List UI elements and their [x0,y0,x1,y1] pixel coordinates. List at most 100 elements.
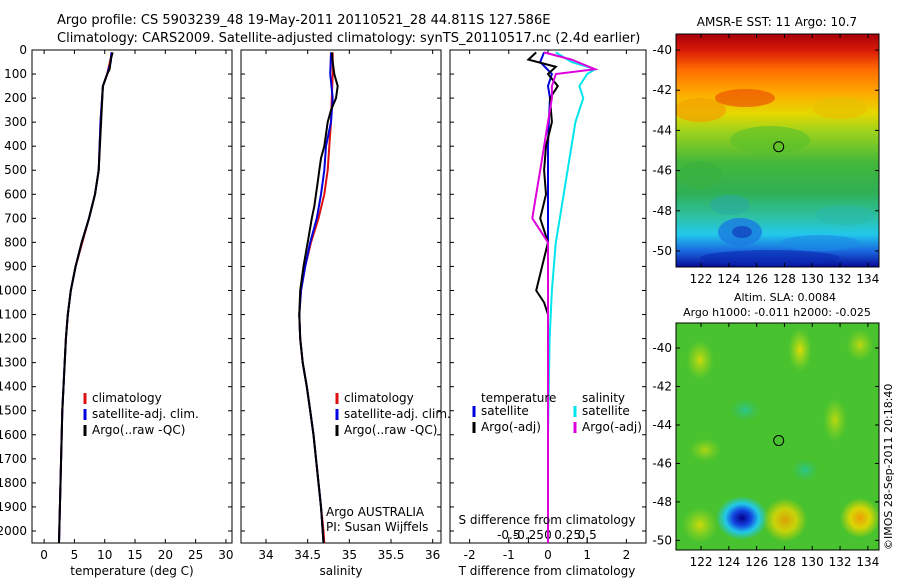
x-tick-label: 30 [218,548,233,562]
depth-tick-label: 400 [4,139,27,153]
depth-tick-label: 800 [4,235,27,249]
lat-tick-label: -50 [652,533,672,547]
s-tick-label: -0.5 [497,528,520,542]
pi-label: PI: Susan Wijffels [326,520,428,534]
salinity-lines [298,52,339,544]
legend-title-temperature: temperature [481,391,556,405]
lat-tick-label: -44 [652,123,672,137]
depth-tick-label: 900 [4,259,27,273]
salinity-legend: climatology satellite-adj. clim. Argo(..… [335,391,451,437]
header-line2: Climatology: CARS2009. Satellite-adjuste… [57,31,640,46]
legend-label-temp-argo: Argo(-adj) [481,420,541,434]
header-line1: Argo profile: CS 5903239_48 19-May-2011 … [57,13,550,28]
x-tick-label: 2 [623,548,631,562]
legend-title-salinity: salinity [582,391,625,405]
sla-heatmap [676,323,879,550]
sla-axes: 122 124 126 128 130 132 134 -40 -42 -44 -46 -48 -50 [652,323,879,569]
depth-tick-label: 500 [4,163,27,177]
lon-tick-label: 132 [829,555,852,569]
x-tick-label: 25 [188,548,203,562]
lat-tick-label: -42 [652,83,672,97]
series-line-argo-raw-qc- [298,52,339,544]
s-difference-label: S difference from climatology [459,513,636,527]
lat-tick-label: -50 [652,244,672,258]
lon-tick-label: 128 [773,272,796,286]
difference-legend: temperature salinity satellite Argo(-adj… [472,391,642,434]
lat-tick-label: -46 [652,456,672,470]
lon-tick-label: 126 [745,555,768,569]
t-difference-xlabel: T difference from climatology [458,564,636,578]
argo-location-marker [773,435,785,447]
s-tick-label: -0.25 [513,528,544,542]
temperature-xlabel: temperature (deg C) [70,564,193,578]
temperature-legend: climatology satellite-adj. clim. Argo(..… [83,391,199,437]
x-tick-label: -2 [464,548,476,562]
sst-axes: 122 124 126 128 130 132 134 -40 -42 -44 -46 -48 -50 [652,34,879,286]
sla-subtitle: Argo h1000: -0.011 h2000: -0.025 [683,306,871,319]
legend-label-argo: Argo(..raw -QC) [92,423,185,437]
s-tick-label: 0.5 [578,528,597,542]
legend-label-climatology: climatology [92,391,162,405]
legend-label-argo: Argo(..raw -QC) [344,423,437,437]
legend-label-satellite: satellite-adj. clim. [344,407,451,421]
depth-tick-label: 1700 [0,452,27,466]
depth-tick-label: 1900 [0,500,27,514]
x-tick-label: 10 [97,548,112,562]
legend-label-climatology: climatology [344,391,414,405]
depth-tick-label: 2000 [0,524,27,538]
x-tick-label: 20 [158,548,173,562]
temperature-plot-area [31,49,233,544]
sst-heatmap [676,34,879,267]
lon-tick-label: 134 [856,555,879,569]
difference-lines [526,51,599,543]
x-tick-label: 34 [258,548,273,562]
depth-tick-label: 1200 [0,332,27,346]
lat-tick-label: -44 [652,418,672,432]
x-tick-label: 35 [342,548,357,562]
series-line-salinity-argo-adj- [531,51,599,543]
depth-tick-label: 1300 [0,356,27,370]
lat-tick-label: -42 [652,379,672,393]
salinity-xlabel: salinity [319,564,362,578]
depth-tick-label: 600 [4,187,27,201]
depth-tick-label: 200 [4,91,27,105]
legend-label-sal-satellite: satellite [582,404,630,418]
depth-tick-label: 1000 [0,283,27,297]
depth-tick-label: 1800 [0,476,27,490]
depth-tick-label: 300 [4,115,27,129]
depth-tick-label: 700 [4,211,27,225]
legend-label-satellite: satellite-adj. clim. [92,407,199,421]
x-tick-label: 5 [71,548,79,562]
x-tick-label: 0 [544,548,552,562]
depth-tick-label: 1500 [0,404,27,418]
lat-tick-label: -40 [652,341,672,355]
x-tick-label: 1 [583,548,591,562]
sla-title: Altim. SLA: 0.0084 [734,291,836,304]
x-tick-label: -1 [503,548,515,562]
lon-tick-label: 122 [690,272,713,286]
lon-tick-label: 132 [829,272,852,286]
x-tick-label: 35.5 [378,548,405,562]
lat-tick-label: -46 [652,164,672,178]
legend-label-temp-satellite: satellite [481,404,529,418]
legend-label-sal-argo: Argo(-adj) [582,420,642,434]
lon-tick-label: 130 [801,555,824,569]
salinity-panel: 34 34.5 35 35.5 36 climatology satellite-adj… [240,49,451,578]
lat-tick-label: -48 [652,204,672,218]
difference-depth-ticks [450,49,646,532]
lon-tick-label: 130 [801,272,824,286]
sla-map-panel: Altim. SLA: 0.0084 Argo h1000: -0.011 h2… [652,291,880,569]
depth-tick-label: 0 [19,43,27,57]
lon-tick-label: 134 [856,272,879,286]
depth-tick-label: 1600 [0,428,27,442]
depth-axis: 0 100 200 300 400 500 600 700 800 900 1000 1100 1200… [0,43,232,538]
x-tick-label: 0 [40,548,48,562]
salinity-plot-area [240,49,442,544]
lon-tick-label: 126 [745,272,768,286]
lat-tick-label: -48 [652,495,672,509]
x-tick-label: 36 [425,548,440,562]
imos-credit: ©IMOS 28-Sep-2011 20:18:40 [882,384,895,550]
temperature-panel: 0100200300400500600700800900100011001200… [0,43,234,578]
depth-tick-label: 1400 [0,380,27,394]
depth-tick-label: 100 [4,67,27,81]
